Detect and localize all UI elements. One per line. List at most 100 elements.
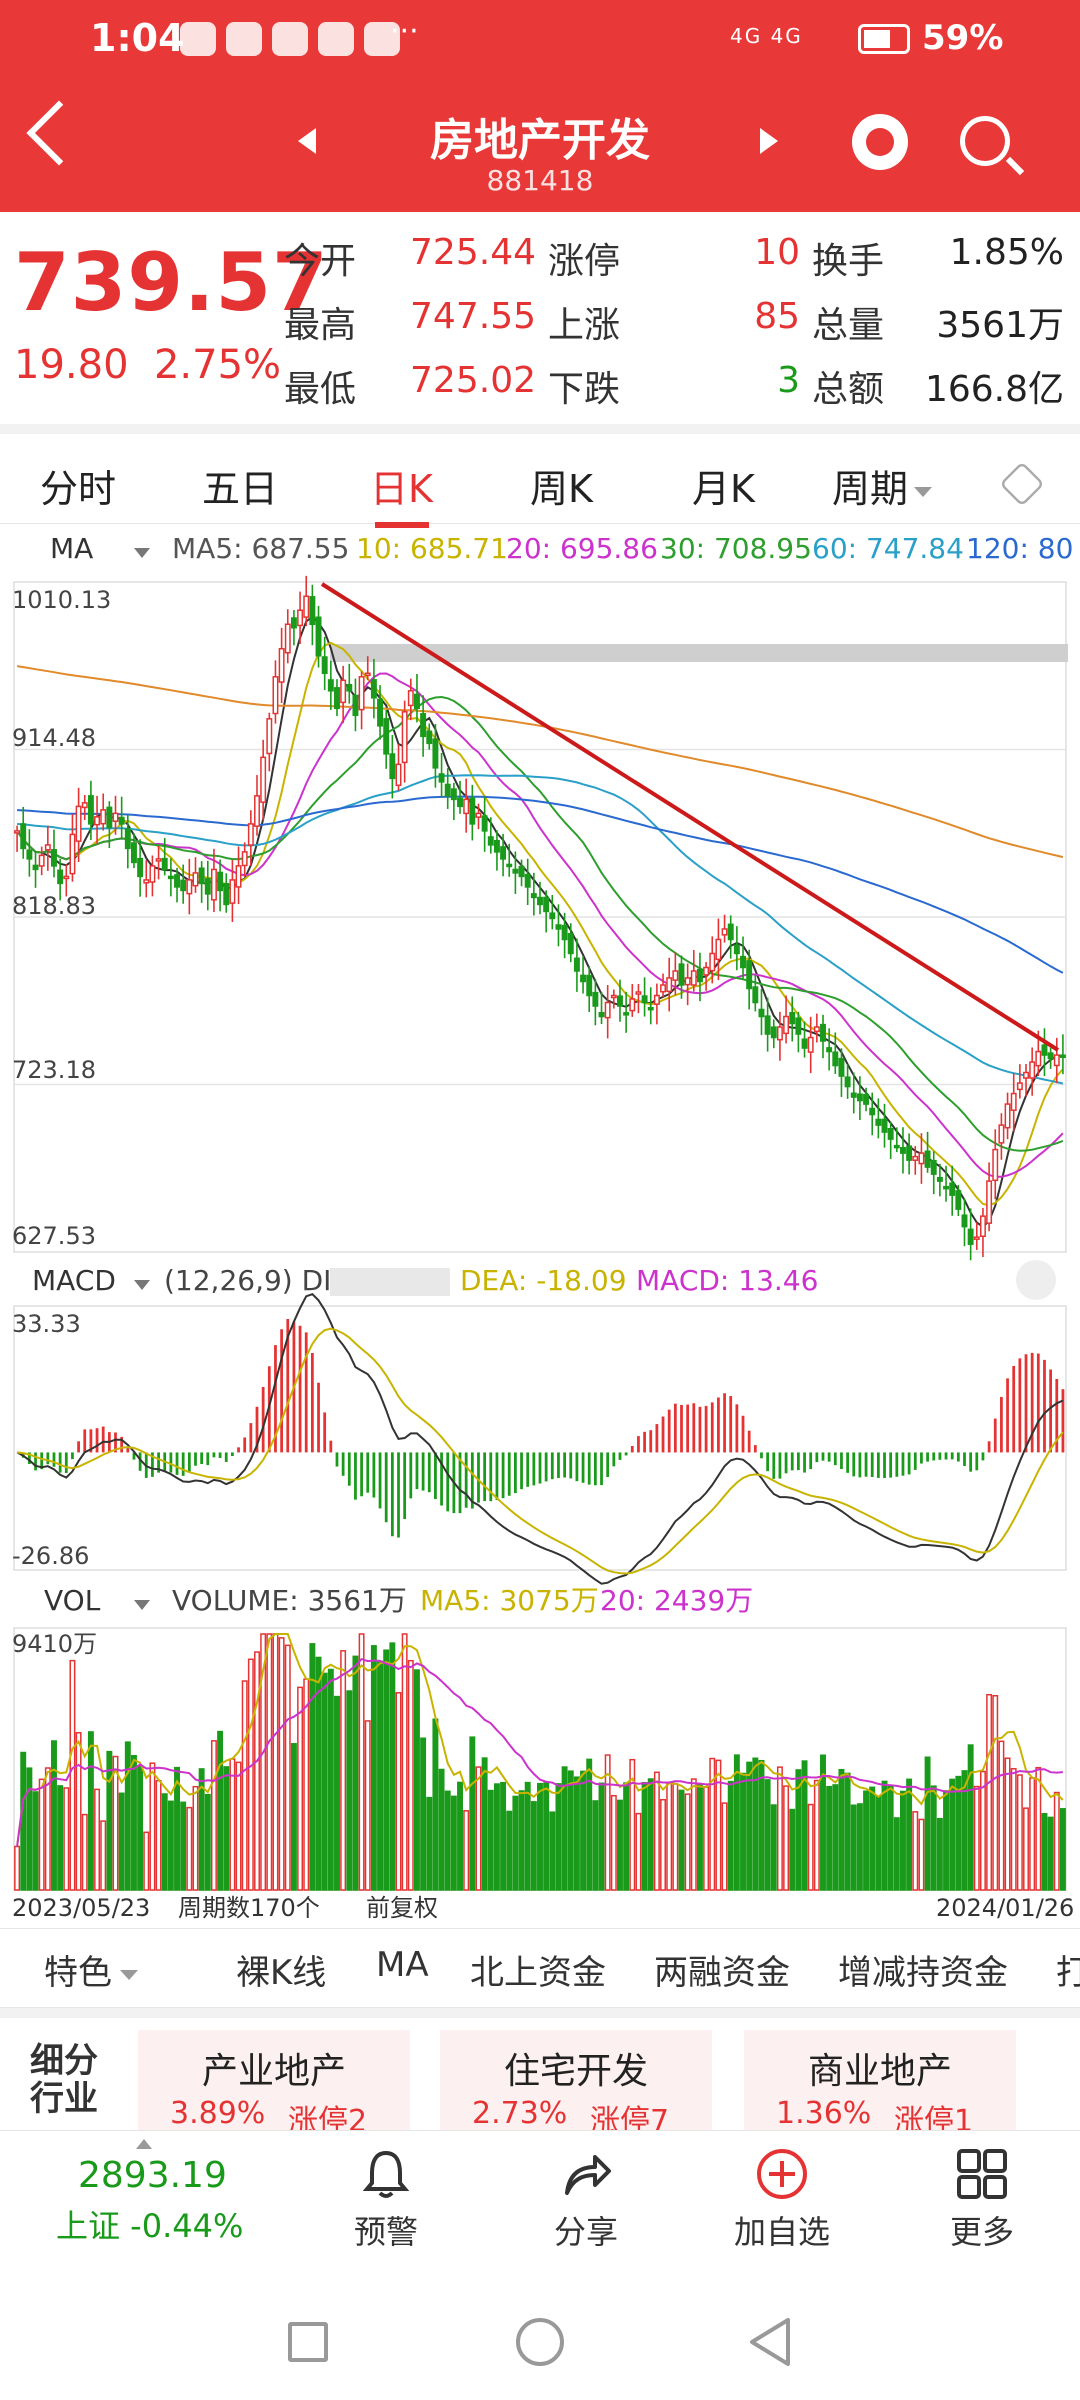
quote-panel: 739.57 19.80 2.75% 今开 725.44 涨停 10 换手 1.…: [0, 212, 1080, 424]
tab-intraday[interactable]: 分时: [40, 467, 117, 511]
settings-icon[interactable]: [999, 461, 1045, 507]
volume-bar: [936, 1817, 943, 1891]
candle-body: [1016, 1082, 1023, 1091]
tab-five-day[interactable]: 五日: [202, 467, 279, 511]
ma-button[interactable]: MA: [376, 1945, 429, 1985]
volume-bar: [524, 1781, 531, 1891]
kline-chart[interactable]: MA MA5: 687.55 10: 685.71 20: 695.86 30:…: [0, 524, 1080, 1928]
candle-body: [961, 1214, 968, 1228]
stock-code: 881418: [486, 164, 594, 197]
volume-bar: [887, 1785, 894, 1891]
candle-body: [358, 676, 365, 711]
candle-body: [832, 1051, 839, 1067]
tab-monthly-k[interactable]: 月K: [692, 467, 755, 511]
candle-body: [290, 617, 297, 629]
more-control[interactable]: 打: [1056, 1953, 1080, 1993]
volume-bar: [1035, 1766, 1042, 1891]
volume-bar: [758, 1759, 765, 1891]
volume-bar: [549, 1811, 556, 1891]
expand-up-icon[interactable]: [136, 2139, 152, 2149]
alert-button[interactable]: 预警: [316, 2147, 456, 2253]
expand-icon[interactable]: [1016, 1260, 1056, 1300]
macd-histogram: [21, 1318, 1065, 1538]
add-watchlist-button[interactable]: 加自选: [712, 2147, 852, 2253]
candle-body: [364, 672, 371, 677]
volume-bar: [94, 1788, 101, 1891]
volume-bar: [1041, 1813, 1048, 1891]
more-notifications-icon: ···: [390, 14, 419, 49]
northbound-button[interactable]: 北上资金: [470, 1953, 606, 1993]
tab-period[interactable]: 周期: [832, 458, 933, 513]
industry-card-1[interactable]: 产业地产 3.89% 涨停2: [138, 2030, 410, 2139]
industry-card-2[interactable]: 住宅开发 2.73% 涨停7: [440, 2030, 712, 2139]
candle-body: [1010, 1092, 1017, 1111]
candle-body: [192, 872, 199, 887]
volume-bar: [444, 1790, 451, 1891]
candle-body: [660, 984, 667, 993]
volume-bar: [143, 1831, 150, 1891]
axis-label-4: 723.18: [12, 1056, 96, 1084]
prev-stock-icon[interactable]: [298, 128, 316, 154]
volume-bar: [979, 1770, 986, 1891]
assistant-robot-icon[interactable]: [852, 114, 908, 170]
volume-bar: [1016, 1774, 1023, 1891]
volume-bar: [81, 1813, 88, 1891]
back-icon[interactable]: [26, 100, 92, 166]
tab-weekly-k[interactable]: 周K: [530, 467, 593, 511]
volume-bar: [401, 1633, 408, 1891]
vol-value: VOLUME: 3561万: [172, 1584, 407, 1617]
volume-bar: [918, 1818, 925, 1891]
volume-bar: [992, 1695, 999, 1891]
volume-bar: [740, 1772, 746, 1891]
volume-bar: [389, 1642, 396, 1891]
volume-bar: [586, 1758, 593, 1891]
system-navigation: [0, 2280, 1080, 2400]
naked-k-button[interactable]: 裸K线: [236, 1953, 327, 1993]
candle-body: [260, 756, 267, 803]
candle-body: [826, 1047, 833, 1053]
share-button[interactable]: 分享: [516, 2147, 656, 2253]
candle-body: [155, 858, 162, 862]
candle-body: [1059, 1054, 1066, 1058]
tab-daily-k[interactable]: 日K: [370, 467, 433, 511]
resistance-band: [330, 644, 1068, 662]
candle-body: [764, 1015, 771, 1035]
candle-body: [112, 812, 119, 822]
period-count: 周期数170个: [178, 1894, 320, 1922]
volume-bar: [112, 1755, 119, 1891]
volume-bar: [881, 1780, 888, 1891]
page-title: 房地产开发: [430, 115, 650, 166]
candle-body: [918, 1152, 925, 1165]
volume-bar: [63, 1787, 70, 1891]
volume-bar: [229, 1758, 236, 1891]
volume-bar: [297, 1686, 304, 1891]
recent-apps-icon[interactable]: [288, 2322, 328, 2362]
volume-bar: [561, 1766, 568, 1891]
search-icon[interactable]: [960, 116, 1025, 176]
ma120-line: [17, 795, 1064, 974]
candle-body: [149, 865, 156, 883]
candle-body: [1053, 1054, 1060, 1067]
index-value[interactable]: 2893.19: [78, 2155, 227, 2196]
margin-button[interactable]: 两融资金: [654, 1953, 790, 1993]
feature-dropdown[interactable]: 特色: [44, 1945, 138, 1994]
candle-body: [438, 773, 445, 783]
volume-bar: [869, 1786, 876, 1891]
next-stock-icon[interactable]: [760, 128, 778, 154]
candle-body: [733, 944, 740, 955]
more-button[interactable]: 更多: [912, 2147, 1052, 2253]
candle-body: [346, 684, 353, 692]
industry-card-3[interactable]: 商业地产 1.36% 涨停1: [744, 2030, 1016, 2139]
volume-bar: [155, 1779, 162, 1891]
index-label[interactable]: 上证 -0.44%: [56, 2207, 244, 2245]
home-icon[interactable]: [516, 2318, 564, 2366]
candle-body: [420, 713, 427, 738]
volume-bar: [198, 1768, 205, 1891]
ma20-value: 20: 695.86: [506, 532, 658, 565]
system-back-icon[interactable]: [746, 2316, 794, 2368]
candle-body: [881, 1118, 888, 1133]
candle-body: [235, 865, 242, 888]
holding-change-button[interactable]: 增减持资金: [838, 1953, 1008, 1993]
volume-bar: [450, 1795, 457, 1891]
candle-body: [321, 656, 328, 675]
